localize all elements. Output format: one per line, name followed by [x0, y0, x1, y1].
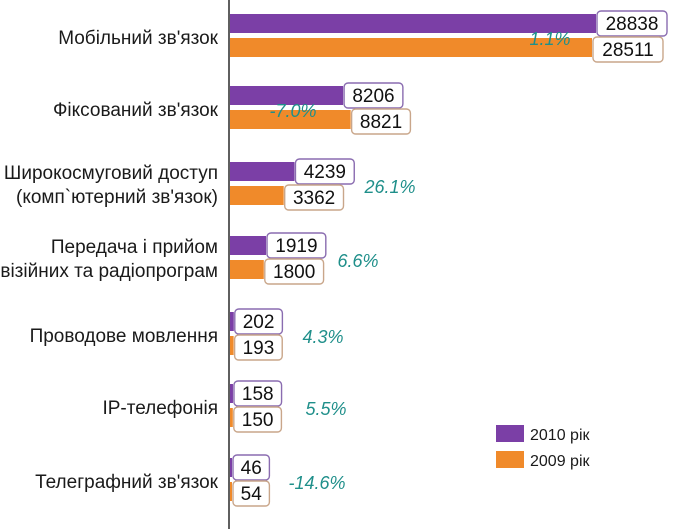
legend-swatch-2010 [496, 425, 524, 442]
legend-label-2010: 2010 рік [530, 427, 590, 444]
category-label: Проводове мовлення [30, 326, 218, 347]
change-percent: 26.1% [363, 177, 415, 197]
data-label-box-2010 [232, 454, 271, 481]
data-label-box-2010 [596, 10, 668, 37]
bars-layer [230, 14, 596, 501]
data-label-2009: 1800 [273, 262, 315, 283]
change-percent: 1.1% [529, 29, 570, 49]
bar-2009 [230, 336, 234, 355]
data-label-box-2010 [234, 308, 284, 335]
bar-2009 [230, 38, 592, 57]
data-label-2009: 28511 [602, 40, 653, 61]
labels-layer: Мобільний зв'язок 28838 28511 1.1% Фіксовани… [0, 10, 668, 507]
change-percent: -7.0% [269, 101, 316, 121]
data-label-2009: 54 [241, 484, 263, 505]
data-label-2009: 193 [243, 338, 275, 359]
data-label-2009: 8821 [360, 112, 402, 133]
bar-2010 [230, 312, 234, 331]
category-label: Фіксований зв'язок [53, 100, 219, 121]
legend-label-2009: 2009 рік [530, 453, 590, 470]
data-label-box-2010 [294, 158, 355, 185]
data-label-box-2010 [343, 82, 404, 109]
data-label-2010: 4239 [304, 162, 346, 183]
data-label-2010: 158 [242, 384, 274, 405]
data-label-box-2009 [592, 36, 664, 63]
change-percent: -14.6% [288, 473, 345, 493]
bar-2009 [230, 186, 284, 205]
change-percent: 6.6% [337, 251, 378, 271]
data-label-2010: 1919 [275, 236, 317, 257]
data-label-box-2010 [233, 380, 283, 407]
category-label: IP-телефонія [102, 398, 218, 419]
bar-2009 [230, 260, 264, 279]
data-label-2010: 46 [241, 458, 262, 479]
data-label-2010: 8206 [352, 86, 394, 107]
bar-2009 [230, 482, 232, 501]
data-label-box-2010 [266, 232, 327, 259]
bar-2010 [230, 458, 232, 477]
bar-2010 [230, 14, 596, 33]
data-label-box-2009 [233, 334, 283, 361]
bar-2010 [230, 162, 295, 181]
legend: 2010 рік 2009 рік [496, 425, 590, 470]
category-label: Широкосмуговий доступ (комп`ютерний зв'яз… [4, 163, 218, 208]
data-label-box-2009 [264, 258, 325, 285]
data-label-2009: 3362 [293, 188, 335, 209]
data-label-2010: 202 [243, 312, 275, 333]
legend-swatch-2009 [496, 451, 524, 468]
category-label: Телеграфний зв'язок [35, 472, 219, 493]
data-label-box-2009 [232, 480, 271, 507]
data-label-box-2009 [284, 184, 345, 211]
data-label-box-2009 [233, 406, 283, 433]
change-percent: 5.5% [305, 399, 346, 419]
bar-2009 [230, 110, 351, 129]
data-label-2009: 150 [242, 410, 274, 431]
category-label: Передача і прийомтелевізійних та радіопр… [0, 237, 218, 282]
bar-2010 [230, 236, 267, 255]
bar-2009 [230, 408, 233, 427]
bar-2010 [230, 384, 233, 403]
bar-2010 [230, 86, 344, 105]
data-label-box-2009 [350, 108, 412, 135]
data-label-2010: 28838 [606, 14, 659, 35]
change-percent: 4.3% [302, 327, 343, 347]
category-label: Мобільний зв'язок [58, 28, 218, 49]
